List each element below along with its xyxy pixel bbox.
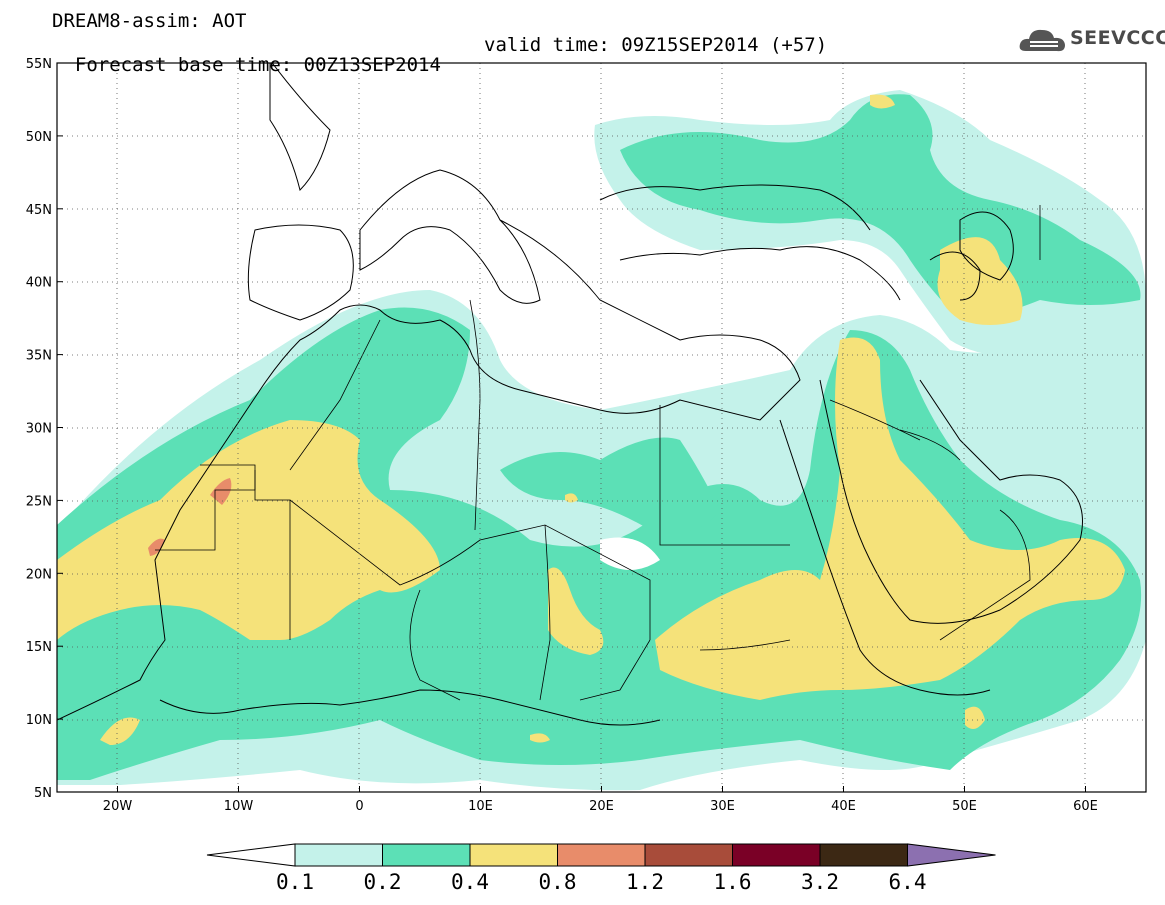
- colorbar-swatch: [557, 843, 646, 867]
- y-tick-label: 25N: [26, 494, 52, 509]
- x-tick-label: 40E: [831, 799, 856, 814]
- colorbar-label: 0.1: [276, 870, 314, 894]
- colorbar-lower-triangle: [206, 843, 296, 867]
- x-tick-label: 50E: [952, 799, 977, 814]
- x-tick-label: 0: [355, 799, 363, 814]
- colorbar-label: 3.2: [801, 870, 839, 894]
- y-tick-label: 10N: [26, 713, 52, 728]
- x-tick-label: 20E: [589, 799, 614, 814]
- colorbar-label: 0.4: [451, 870, 489, 894]
- x-axis: 20W 10W 0 10E 20E 30E 40E 50E 60E: [103, 786, 1098, 814]
- x-tick-label: 10W: [224, 799, 254, 814]
- valid-time-label: valid time: 09Z15SEP2014 (+57): [484, 34, 828, 56]
- y-tick-label: 40N: [26, 276, 52, 291]
- coastlines: [57, 63, 1083, 726]
- x-tick-label: 10E: [468, 799, 493, 814]
- y-tick-label: 50N: [26, 130, 52, 145]
- colorbar-label: 0.8: [538, 870, 577, 894]
- colorbar-label: 1.2: [626, 870, 664, 894]
- y-tick-label: 35N: [26, 349, 52, 364]
- colorbar-label: 6.4: [888, 870, 927, 894]
- aot-field: [57, 63, 1146, 792]
- y-tick-label: 5N: [34, 786, 52, 801]
- base-time-text: Forecast base time: 00Z13SEP2014: [74, 54, 441, 76]
- colorbar-swatch: [644, 843, 733, 867]
- plot-title: DREAM8-assim: AOT: [52, 10, 247, 32]
- colorbar: [206, 843, 996, 867]
- x-tick-label: 30E: [710, 799, 735, 814]
- country-borders: [155, 205, 1041, 701]
- colorbar-upper-triangle: [907, 843, 996, 867]
- aot-level-0-4: [57, 94, 1125, 745]
- y-tick-label: 45N: [26, 203, 52, 218]
- seevccc-logo: SEEVCCC: [1018, 23, 1165, 59]
- colorbar-swatch: [469, 843, 558, 867]
- colorbar-label: 1.6: [713, 870, 752, 894]
- colorbar-label: 0.2: [363, 870, 402, 894]
- cloud-icon: [1019, 29, 1065, 52]
- x-tick-label: 60E: [1073, 799, 1098, 814]
- y-axis: 55N 50N 45N 40N 35N 30N 25N 20N 15N 10N 5N: [26, 57, 63, 801]
- y-tick-label: 20N: [26, 567, 52, 582]
- colorbar-swatch: [819, 843, 908, 867]
- y-tick-label: 55N: [26, 57, 52, 72]
- y-tick-label: 15N: [26, 640, 52, 655]
- colorbar-swatch: [294, 843, 383, 867]
- colorbar-swatch: [382, 843, 471, 867]
- base-time-label: Forecast base time: 00Z13SEP2014 valid t…: [52, 35, 827, 95]
- y-tick-label: 30N: [26, 422, 52, 437]
- logo-text: SEEVCCC: [1070, 27, 1165, 49]
- colorbar-swatch: [732, 843, 821, 867]
- x-tick-label: 20W: [103, 799, 133, 814]
